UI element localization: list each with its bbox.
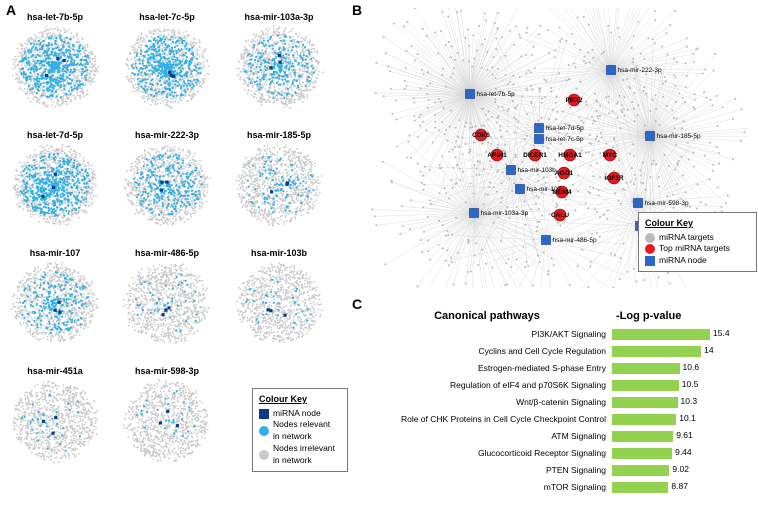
bar — [612, 397, 678, 408]
bar — [612, 465, 669, 476]
bar-holder: 10.6 — [612, 363, 732, 374]
bar — [612, 414, 676, 425]
pathway-label: PI3K/AKT Signaling — [348, 329, 612, 339]
bar-value: 9.44 — [675, 447, 692, 457]
bar-value: 9.02 — [672, 464, 689, 474]
cluster-title: hsa-mir-103a-3p — [234, 12, 324, 22]
bar-value: 9.61 — [676, 430, 693, 440]
cluster-plot: hsa-let-7c-5p — [122, 12, 212, 112]
legend-label: miRNA node — [659, 255, 707, 267]
bar-value: 10.3 — [681, 396, 698, 406]
pathway-row: Glucocorticoid Receptor Signaling 9.44 — [348, 445, 748, 461]
pathway-row: Cyclins and Cell Cycle Regulation 14 — [348, 343, 748, 359]
panel-a-legend: Colour Key miRNA nodeNodes relevant in n… — [252, 388, 348, 472]
legend-item: miRNA node — [645, 255, 750, 267]
bar-value: 10.5 — [682, 379, 699, 389]
cluster-plot: hsa-mir-451a — [10, 366, 100, 466]
legend-a-title: Colour Key — [259, 393, 341, 406]
bar-value: 10.6 — [683, 362, 700, 372]
cluster-title: hsa-let-7d-5p — [10, 130, 100, 140]
circle-swatch-icon — [645, 244, 655, 254]
circle-swatch-icon — [645, 233, 655, 243]
bar-holder: 10.5 — [612, 380, 732, 391]
pathway-label: Glucocorticoid Receptor Signaling — [348, 448, 612, 458]
legend-item: Nodes relevant in network — [259, 419, 341, 443]
legend-label: Nodes relevant in network — [273, 419, 330, 443]
pathway-row: ATM Signaling 9.61 — [348, 428, 748, 444]
figure-root: A hsa-let-7b-5phsa-let-7c-5phsa-mir-103a… — [0, 0, 758, 513]
cluster-plot: hsa-mir-222-3p — [122, 130, 212, 230]
bar-value: 8.87 — [671, 481, 688, 491]
bar-holder: 15.4 — [612, 329, 732, 340]
pathway-row: Wnt/β-catenin Signaling 10.3 — [348, 394, 748, 410]
pathway-row: Estrogen-mediated S-phase Entry 10.6 — [348, 360, 748, 376]
bar — [612, 380, 679, 391]
square-swatch-icon — [259, 409, 269, 419]
cluster-title: hsa-mir-486-5p — [122, 248, 212, 258]
pathway-label: Wnt/β-catenin Signaling — [348, 397, 612, 407]
bar-value: 14 — [704, 345, 713, 355]
pathway-row: PI3K/AKT Signaling 15.4 — [348, 326, 748, 342]
bar — [612, 329, 710, 340]
legend-item: Top miRNA targets — [645, 243, 750, 255]
bar-holder: 9.61 — [612, 431, 732, 442]
panel-c-header-left: Canonical pathways — [358, 310, 616, 322]
pathway-row: Regulation of eIF4 and p70S6K Signaling 1… — [348, 377, 748, 393]
cluster-plot: hsa-mir-486-5p — [122, 248, 212, 348]
pathway-label: Estrogen-mediated S-phase Entry — [348, 363, 612, 373]
cluster-title: hsa-mir-451a — [10, 366, 100, 376]
legend-item: miRNA targets — [645, 232, 750, 244]
panel-c-header-right: -Log p-value — [616, 310, 726, 322]
cluster-plot: hsa-mir-103b — [234, 248, 324, 348]
bar-holder: 8.87 — [612, 482, 732, 493]
cluster-title: hsa-mir-222-3p — [122, 130, 212, 140]
pathway-row: PTEN Signaling 9.02 — [348, 462, 748, 478]
pathway-label: mTOR Signaling — [348, 482, 612, 492]
legend-item: Nodes irrelevant in network — [259, 443, 341, 467]
bar — [612, 482, 668, 493]
cluster-title: hsa-mir-103b — [234, 248, 324, 258]
pathway-label: Regulation of eIF4 and p70S6K Signaling — [348, 380, 612, 390]
legend-label: Nodes irrelevant in network — [273, 443, 335, 467]
bar — [612, 346, 701, 357]
pathway-label: ATM Signaling — [348, 431, 612, 441]
bar-holder: 10.3 — [612, 397, 732, 408]
legend-item: miRNA node — [259, 408, 341, 420]
pathway-label: PTEN Signaling — [348, 465, 612, 475]
panel-b-legend: Colour Key miRNA targetsTop miRNA target… — [638, 212, 757, 272]
legend-label: miRNA targets — [659, 232, 714, 244]
square-swatch-icon — [645, 256, 655, 266]
bar-value: 15.4 — [713, 328, 730, 338]
legend-label: miRNA node — [273, 408, 321, 420]
bar — [612, 363, 680, 374]
cluster-plot: hsa-mir-103a-3p — [234, 12, 324, 112]
legend-b-title: Colour Key — [645, 217, 750, 230]
bar-holder: 9.02 — [612, 465, 732, 476]
cluster-plot: hsa-mir-185-5p — [234, 130, 324, 230]
pathway-label: Cyclins and Cell Cycle Regulation — [348, 346, 612, 356]
panel-c: Canonical pathways -Log p-value PI3K/AKT… — [348, 310, 748, 505]
cluster-plot: hsa-let-7d-5p — [10, 130, 100, 230]
legend-label: Top miRNA targets — [659, 243, 730, 255]
bar-value: 10.1 — [679, 413, 696, 423]
cluster-title: hsa-mir-107 — [10, 248, 100, 258]
bar — [612, 431, 673, 442]
cluster-title: hsa-let-7b-5p — [10, 12, 100, 22]
cluster-plot: hsa-let-7b-5p — [10, 12, 100, 112]
pathway-row: mTOR Signaling 8.87 — [348, 479, 748, 495]
cluster-title: hsa-mir-185-5p — [234, 130, 324, 140]
cluster-title: hsa-let-7c-5p — [122, 12, 212, 22]
circle-swatch-icon — [259, 426, 269, 436]
bar-holder: 10.1 — [612, 414, 732, 425]
bar-holder: 9.44 — [612, 448, 732, 459]
cluster-title: hsa-mir-598-3p — [122, 366, 212, 376]
circle-swatch-icon — [259, 450, 269, 460]
pathway-row: Role of CHK Proteins in Cell Cycle Check… — [348, 411, 748, 427]
cluster-plot: hsa-mir-107 — [10, 248, 100, 348]
bar-holder: 14 — [612, 346, 732, 357]
cluster-plot: hsa-mir-598-3p — [122, 366, 212, 466]
pathway-label: Role of CHK Proteins in Cell Cycle Check… — [348, 414, 612, 424]
bar — [612, 448, 672, 459]
